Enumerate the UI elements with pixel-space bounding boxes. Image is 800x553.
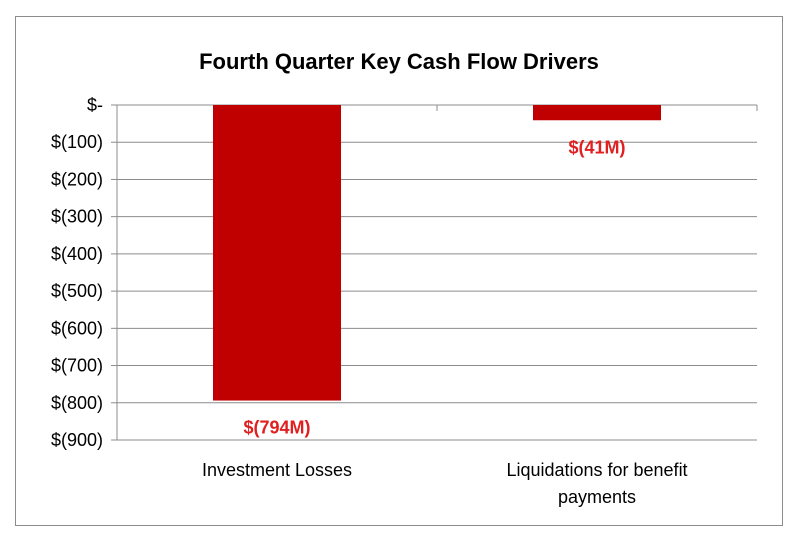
- x-axis-category-labels: Investment Losses Liquidations for benefi…: [202, 460, 688, 507]
- y-axis-tick-label: $(600): [51, 318, 103, 338]
- y-axis-tick-labels: $- $(100) $(200) $(300) $(400) $(500) $(600) $(…: [51, 95, 103, 450]
- y-axis-tick-label: $-: [87, 95, 103, 115]
- bar: [533, 105, 661, 121]
- x-axis-category-label: Investment Losses: [202, 460, 352, 480]
- y-axis-tick-label: $(800): [51, 393, 103, 413]
- chart-title: Fourth Quarter Key Cash Flow Drivers: [199, 49, 599, 74]
- y-axis-tick-label: $(500): [51, 281, 103, 301]
- gridlines: [111, 104, 758, 441]
- y-axis-tick-label: $(400): [51, 244, 103, 264]
- y-axis-tick-label: $(900): [51, 430, 103, 450]
- y-axis-tick-label: $(200): [51, 169, 103, 189]
- bars: [213, 105, 661, 401]
- x-axis-category-label: Liquidations for benefit: [506, 460, 687, 480]
- x-axis-category-label: payments: [558, 487, 636, 507]
- bar: [213, 105, 341, 401]
- y-axis-tick-label: $(300): [51, 207, 103, 227]
- y-axis-tick-label: $(700): [51, 356, 103, 376]
- data-label: $(41M): [568, 137, 625, 157]
- chart-frame: [15, 16, 783, 526]
- y-axis-tick-label: $(100): [51, 132, 103, 152]
- data-labels: $(794M) $(41M): [243, 137, 625, 437]
- data-label: $(794M): [243, 418, 310, 438]
